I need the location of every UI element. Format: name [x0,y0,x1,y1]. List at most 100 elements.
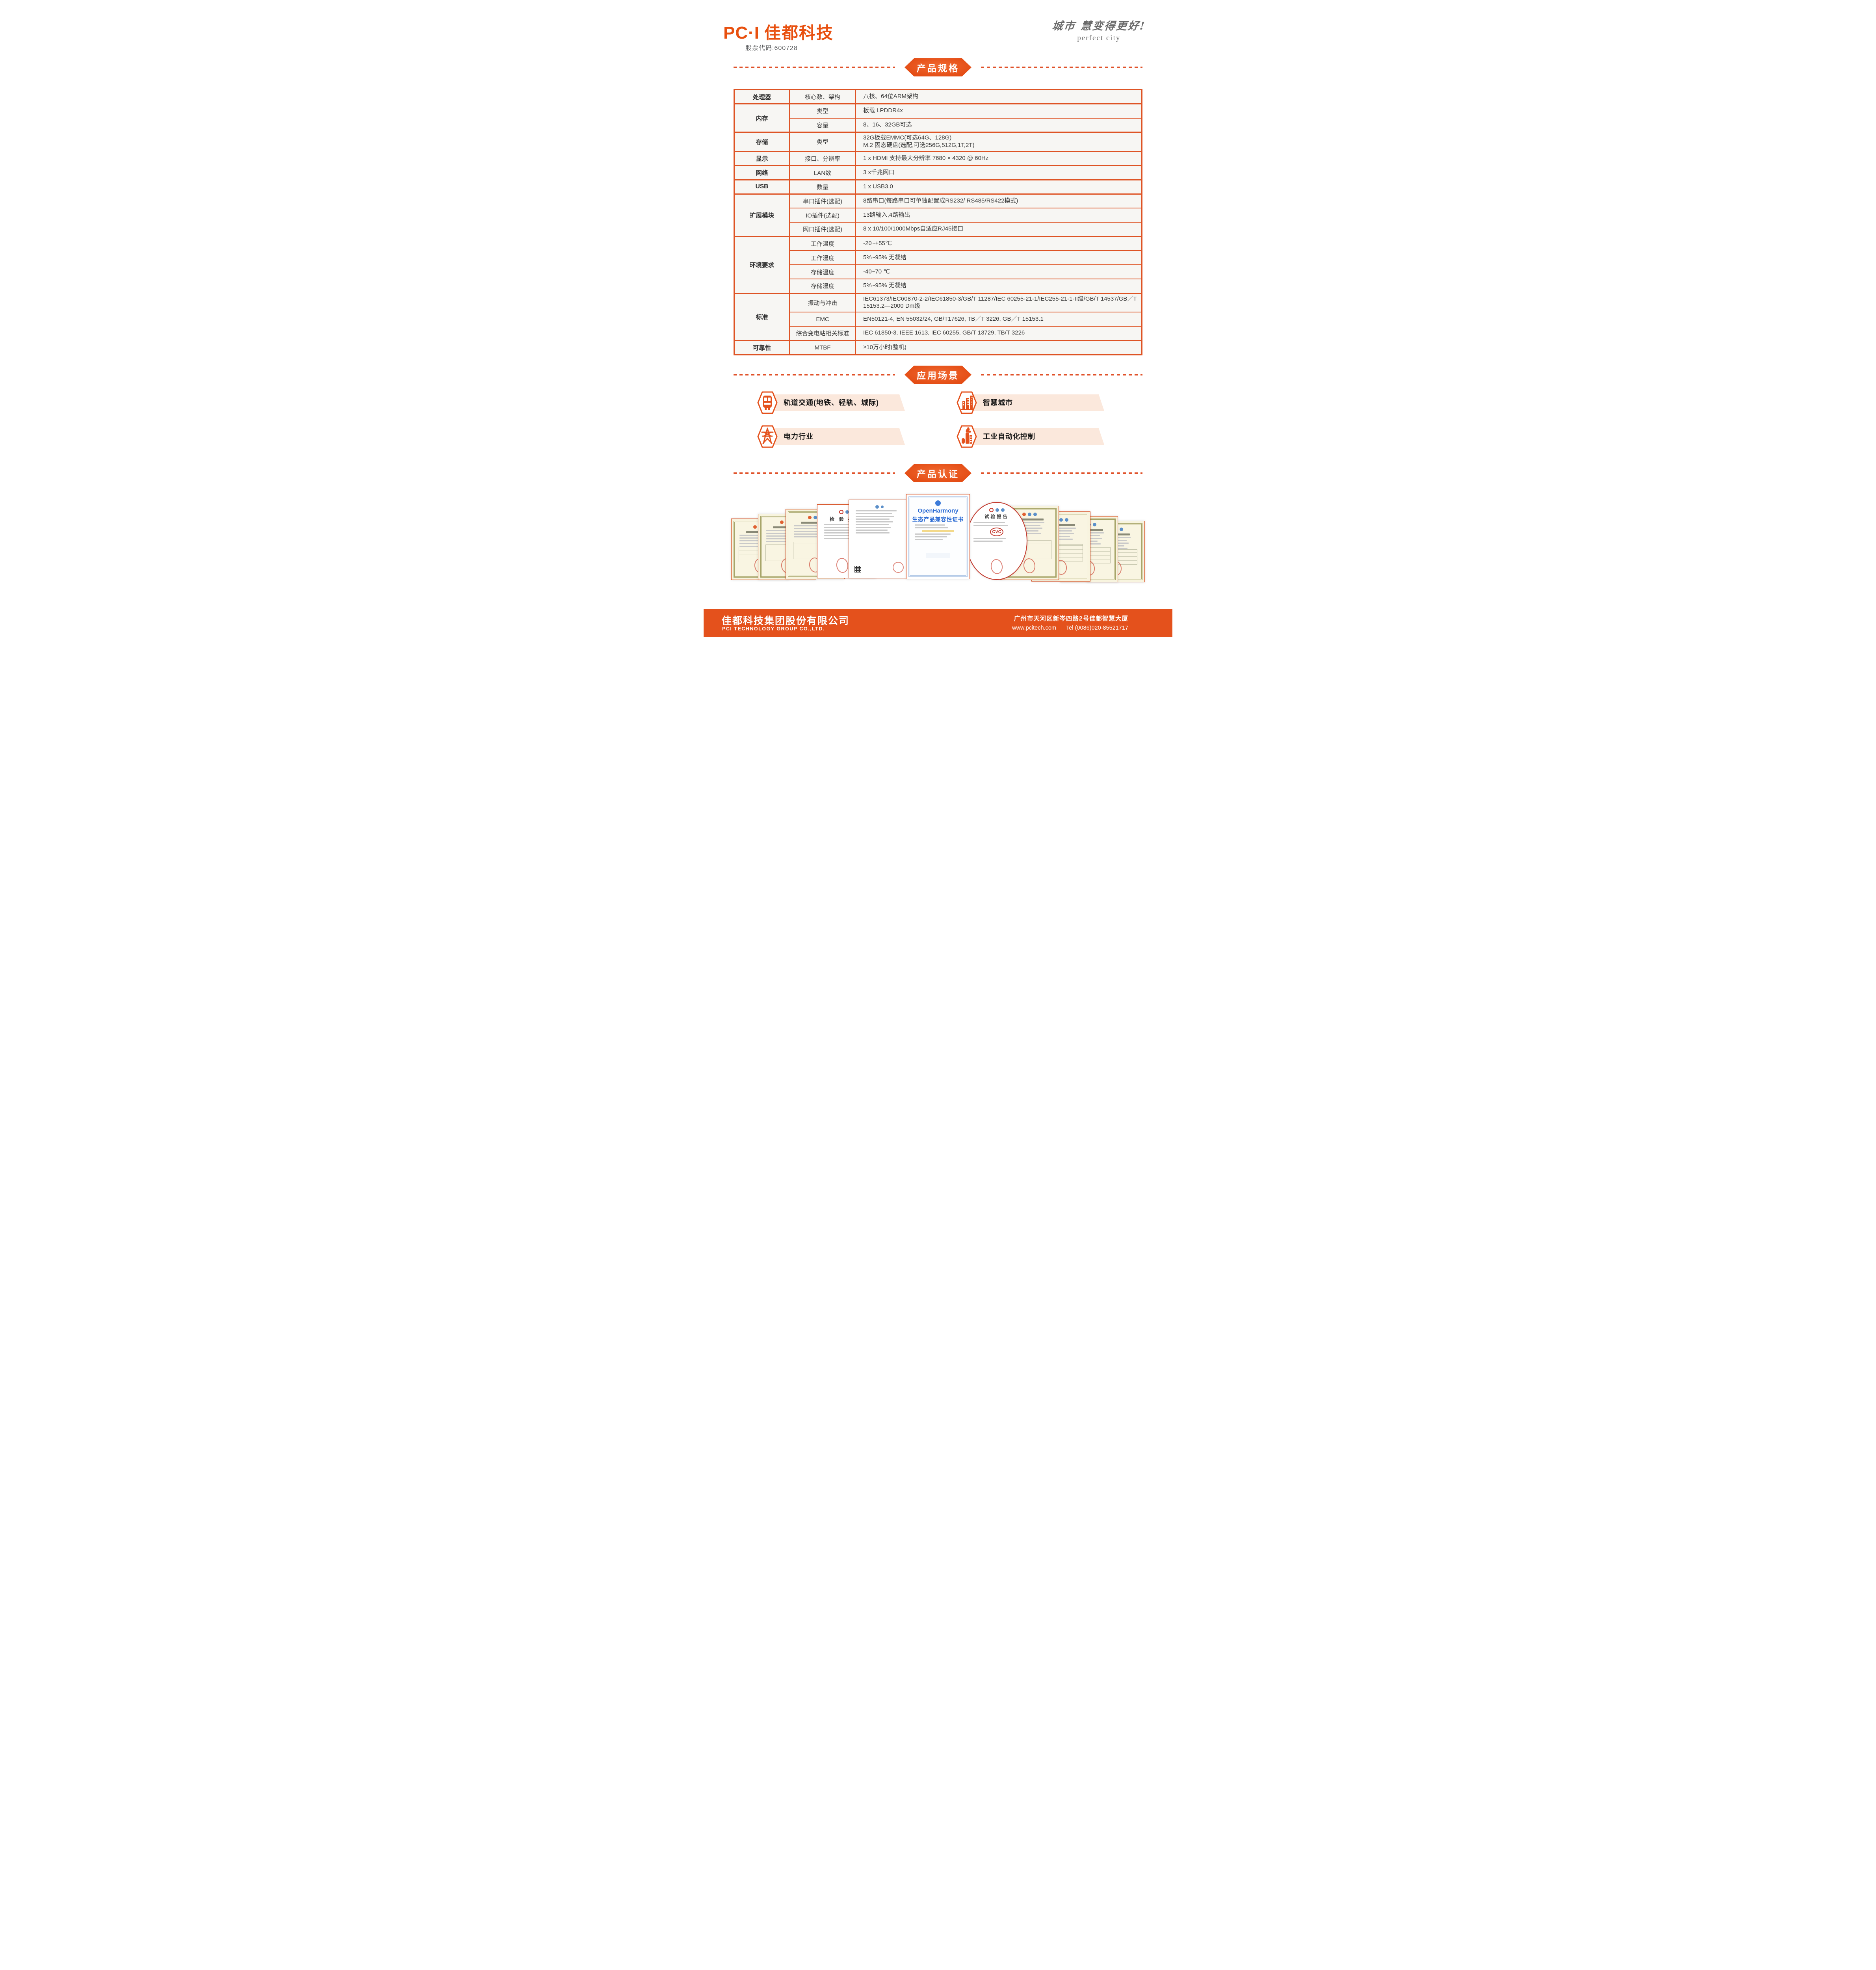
train-icon [757,391,778,414]
spec-label: MTBF [789,340,856,355]
footer-contacts: www.pcitech.com Tel (0086)020-85521717 [1012,624,1128,632]
spec-value: 5%~95% 无凝结 [855,279,1142,294]
section-title-certifications: 产品认证 [905,464,971,482]
footer-website: www.pcitech.com [1012,625,1056,631]
datasheet-page: PC·I 佳都科技 股票代码:600728 城市 慧变得更好! perfect … [704,0,1172,637]
brand-slogan: 城市 慧变得更好! perfect city [1051,17,1146,43]
spec-value: 13路输入,4路输出 [855,208,1142,223]
spec-category: 环境要求 [734,236,790,294]
city-buildings-icon [957,391,977,414]
table-row: 存储温度 -40~70 ℃ [734,264,1142,279]
table-row: 环境要求 工作温度 -20~+55℃ [734,236,1142,294]
table-row: 容量 8、16、32GB可选 [734,117,1142,133]
table-row: 标准 振动与冲击 IEC61373/IEC60870-2-2/IEC61850-3/… [734,292,1142,341]
table-row: 工作湿度 5%~95% 无凝结 [734,250,1142,265]
spec-label: 类型 [789,103,856,119]
spec-category: 显示 [734,151,790,166]
application-item: 电力行业 [757,425,926,448]
footer-address: 广州市天河区新岑四路2号佳都智慧大厦 [1014,615,1128,622]
slogan-english: perfect city [1077,34,1121,42]
spec-value: 板载 LPDDR4x [855,103,1142,119]
spec-label: 存储温度 [789,264,856,279]
table-row: 综合变电站相关标准 IEC 61850-3, IEEE 1613, IEC 602… [734,326,1142,341]
spec-label: IO插件(选配) [789,208,856,223]
pci-logo-name: 佳都科技 [764,24,834,42]
pci-logo: PC·I 佳都科技 [723,20,834,44]
spec-value: 5%~95% 无凝结 [855,250,1142,265]
power-tower-icon [757,425,778,448]
certificate-subtitle: 生态产品兼容性证书 [912,517,964,522]
table-row: EMC EN50121-4, EN 55032/24, GB/T17626, TB… [734,312,1142,327]
spec-value: 8、16、32GB可选 [855,117,1142,133]
spec-label: 工作温度 [789,236,856,251]
dashed-line [981,67,1142,68]
section-title-specs: 产品规格 [905,58,971,76]
section-banner-specs: 产品规格 [734,58,1142,76]
spec-value: IEC 61850-3, IEEE 1613, IEC 60255, GB/T … [855,326,1142,341]
spec-label: LAN数 [789,165,856,180]
spec-value: 3 x千兆网口 [855,165,1142,180]
table-row: 存储湿度 5%~95% 无凝结 [734,279,1142,294]
spec-category: 存储 [734,132,790,152]
table-row: USB 数量 1 x USB3.0 [734,179,1142,194]
spec-value: 8 x 10/100/1000Mbps自适应RJ45接口 [855,222,1142,237]
spec-label: 容量 [789,117,856,133]
spec-label: 综合变电站相关标准 [789,326,856,341]
spec-category: 可靠性 [734,340,790,355]
certificate-openharmony: OpenHarmony 生态产品兼容性证书 [906,494,970,579]
spec-value: -20~+55℃ [855,236,1142,251]
application-item: 轨道交通(地铁、轻轨、城际) [757,391,926,414]
application-label: 轨道交通(地铁、轻轨、城际) [784,399,879,407]
application-label: 工业自动化控制 [983,433,1035,440]
application-item: 智慧城市 [956,391,1126,414]
spec-value: 32G板载EMMC(可选64G、128G) M.2 固态硬盘(选配,可选256G… [855,132,1142,152]
pci-logo-mark: PC·I [723,23,760,43]
dashed-line [734,374,895,375]
spec-value: 1 x USB3.0 [855,179,1142,194]
section-banner-applications: 应用场景 [734,366,1142,384]
table-row: 网络 LAN数 3 x千兆网口 [734,165,1142,180]
footer: 佳都科技集团股份有限公司 PCI TECHNOLOGY GROUP CO.,LT… [704,609,1172,637]
spec-label: 核心数、架构 [789,89,856,104]
spec-category: 标准 [734,292,790,341]
cvc-logo: CVC [990,528,1003,536]
spec-label: 网口插件(选配) [789,222,856,237]
spec-value: 8路串口(每路串口可单独配置成RS232/ RS485/RS422模式) [855,193,1142,208]
spec-table: 处理器 核心数、架构 八核、64位ARM架构 内存 类型 板载 LPDDR4x 容量 8、16… [734,89,1142,355]
certificate-cvc: 试验报告 CVC [966,502,1027,580]
factory-icon [957,425,977,448]
spec-label: 接口、分辨率 [789,151,856,166]
application-label: 智慧城市 [983,399,1013,407]
spec-category: 处理器 [734,89,790,104]
section-banner-certifications: 产品认证 [734,464,1142,482]
spec-value: 1 x HDMI 支持最大分辨率 7680 × 4320 @ 60Hz [855,151,1142,166]
spec-value: IEC61373/IEC60870-2-2/IEC61850-3/GB/T 11… [855,292,1142,312]
spec-value: EN50121-4, EN 55032/24, GB/T17626, TB／T … [855,312,1142,327]
section-title-applications: 应用场景 [905,366,971,384]
spec-label: 振动与冲击 [789,292,856,312]
dashed-line [734,67,895,68]
slogan-calligraphy: 城市 慧变得更好! [1051,20,1146,32]
application-strip [966,394,1104,411]
spec-label: 数量 [789,179,856,194]
spec-label: 存储湿度 [789,279,856,294]
stock-code: 股票代码:600728 [745,45,798,52]
table-row: 扩展模块 串口插件(选配) 8路串口(每路串口可单独配置成RS232/ RS485/… [734,193,1142,237]
spec-value: 八核、64位ARM架构 [855,89,1142,104]
dashed-line [734,472,895,474]
footer-company-en: PCI TECHNOLOGY GROUP CO.,LTD. [722,626,825,632]
qr-code [854,566,861,572]
footer-tel: Tel (0086)020-85521717 [1066,625,1128,631]
spec-label: EMC [789,312,856,327]
spec-label: 类型 [789,132,856,152]
spec-category: 内存 [734,103,790,133]
application-strip [767,394,905,411]
table-row: 可靠性 MTBF ≥10万小时(整机) [734,340,1142,355]
spec-value: ≥10万小时(整机) [855,340,1142,355]
table-row: IO插件(选配) 13路输入,4路输出 [734,208,1142,223]
spec-label: 工作湿度 [789,250,856,265]
dashed-line [981,374,1142,375]
certificate-whiteblue [849,500,910,578]
spec-category: 网络 [734,165,790,180]
application-strip [966,428,1104,445]
